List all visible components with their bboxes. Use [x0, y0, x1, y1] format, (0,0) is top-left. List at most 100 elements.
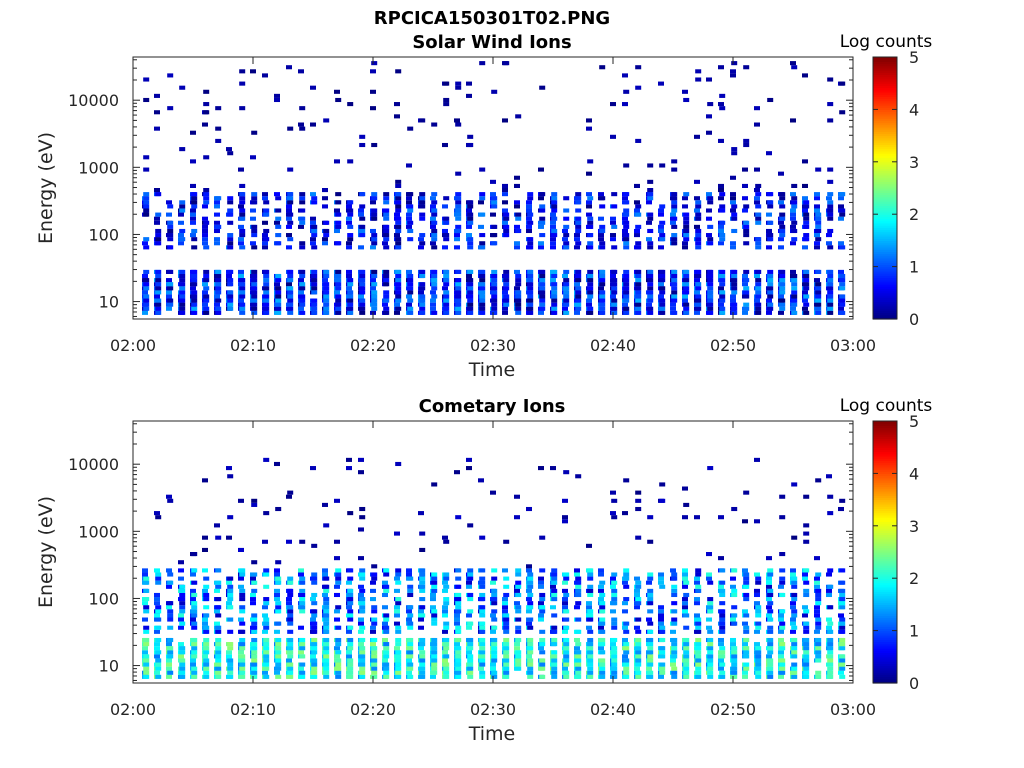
- colorbar-segment: [873, 514, 897, 518]
- heatmap-cell: [203, 196, 210, 201]
- heatmap-cell: [299, 662, 306, 667]
- heatmap-cell: [803, 282, 810, 287]
- heatmap-cell: [346, 457, 352, 462]
- heatmap-cell: [527, 637, 534, 643]
- heatmap-cell: [395, 629, 402, 634]
- colorbar-segment: [873, 501, 897, 505]
- heatmap-cell: [275, 298, 282, 303]
- heatmap-cell: [539, 278, 546, 283]
- heatmap-cell: [491, 642, 498, 647]
- heatmap-cell: [587, 662, 594, 667]
- heatmap-cell: [587, 196, 594, 201]
- heatmap-cell: [827, 167, 834, 172]
- heatmap-cell: [251, 269, 258, 274]
- heatmap-cell: [395, 658, 402, 663]
- heatmap-cell: [827, 629, 834, 634]
- heatmap-cell: [359, 666, 366, 671]
- heatmap-cell: [707, 654, 714, 659]
- heatmap-cell: [490, 666, 496, 671]
- heatmap-cell: [575, 216, 582, 221]
- heatmap-cell: [550, 224, 556, 229]
- heatmap-cell: [827, 298, 834, 303]
- heatmap-cell: [707, 658, 714, 663]
- heatmap-cell: [443, 666, 450, 671]
- heatmap-cell: [803, 200, 810, 205]
- heatmap-cell: [190, 572, 196, 577]
- heatmap-cell: [143, 204, 150, 209]
- heatmap-cell: [767, 637, 774, 643]
- x-tick-label: 03:00: [830, 336, 876, 355]
- heatmap-cell: [419, 613, 426, 618]
- heatmap-cell: [574, 637, 580, 643]
- heatmap-cell: [179, 228, 186, 234]
- heatmap-cell: [202, 302, 208, 307]
- heatmap-cell: [539, 192, 546, 197]
- heatmap-cell: [767, 233, 774, 238]
- heatmap-cell: [718, 188, 724, 193]
- heatmap-cell: [659, 298, 666, 303]
- heatmap-cell: [263, 662, 270, 667]
- heatmap-cell: [599, 282, 606, 287]
- heatmap-cell: [214, 523, 220, 528]
- heatmap-cell: [647, 572, 654, 577]
- heatmap-cell: [155, 306, 162, 311]
- heatmap-cell: [323, 220, 330, 225]
- heatmap-cell: [502, 310, 508, 315]
- heatmap-cell: [623, 294, 630, 299]
- colorbar-segment: [873, 310, 897, 314]
- heatmap-cell: [298, 278, 304, 283]
- heatmap-cell: [635, 580, 642, 585]
- heatmap-cell: [671, 650, 678, 655]
- heatmap-cell: [802, 245, 808, 250]
- heatmap-cell: [467, 269, 474, 274]
- heatmap-cell: [479, 306, 486, 311]
- heatmap-cell: [503, 613, 510, 618]
- heatmap-cell: [815, 637, 822, 643]
- colorbar-segment: [873, 59, 897, 62]
- heatmap-cell: [551, 674, 558, 679]
- heatmap-cell: [346, 204, 352, 209]
- heatmap-cell: [491, 233, 498, 238]
- heatmap-cell: [299, 241, 306, 246]
- heatmap-cell: [515, 282, 522, 287]
- heatmap-cell: [311, 662, 318, 667]
- heatmap-cell: [467, 662, 474, 667]
- heatmap-cell: [731, 151, 738, 156]
- heatmap-cell: [358, 592, 364, 598]
- heatmap-cell: [395, 650, 402, 655]
- heatmap-cell: [514, 224, 520, 229]
- heatmap-cell: [803, 531, 810, 536]
- heatmap-cell: [539, 568, 546, 573]
- heatmap-cell: [695, 77, 702, 82]
- heatmap-cell: [526, 208, 532, 213]
- heatmap-cell: [215, 650, 222, 655]
- heatmap-cell: [215, 269, 222, 274]
- heatmap-cell: [203, 670, 210, 675]
- heatmap-cell: [767, 282, 774, 287]
- heatmap-cell: [359, 204, 366, 209]
- heatmap-cell: [203, 306, 210, 311]
- heatmap-cell: [515, 310, 522, 315]
- heatmap-cell: [443, 584, 450, 589]
- heatmap-cell: [263, 298, 270, 303]
- heatmap-cell: [599, 196, 606, 201]
- heatmap-cell: [551, 228, 558, 234]
- heatmap-cell: [682, 568, 688, 573]
- heatmap-cell: [670, 302, 676, 307]
- heatmap-cell: [539, 674, 546, 679]
- heatmap-cell: [803, 588, 810, 593]
- colorbar-segment: [873, 525, 897, 529]
- heatmap-cell: [154, 188, 160, 193]
- heatmap-cell: [803, 609, 810, 614]
- heatmap-cell: [227, 662, 234, 667]
- heatmap-cell: [215, 106, 222, 111]
- heatmap-cell: [635, 650, 642, 655]
- heatmap-cell: [311, 609, 318, 614]
- heatmap-cell: [575, 241, 582, 246]
- heatmap-cell: [767, 200, 774, 205]
- heatmap-cell: [359, 142, 366, 148]
- heatmap-cell: [371, 233, 378, 238]
- heatmap-cell: [814, 576, 820, 581]
- heatmap-cell: [394, 609, 400, 614]
- heatmap-cell: [766, 228, 772, 234]
